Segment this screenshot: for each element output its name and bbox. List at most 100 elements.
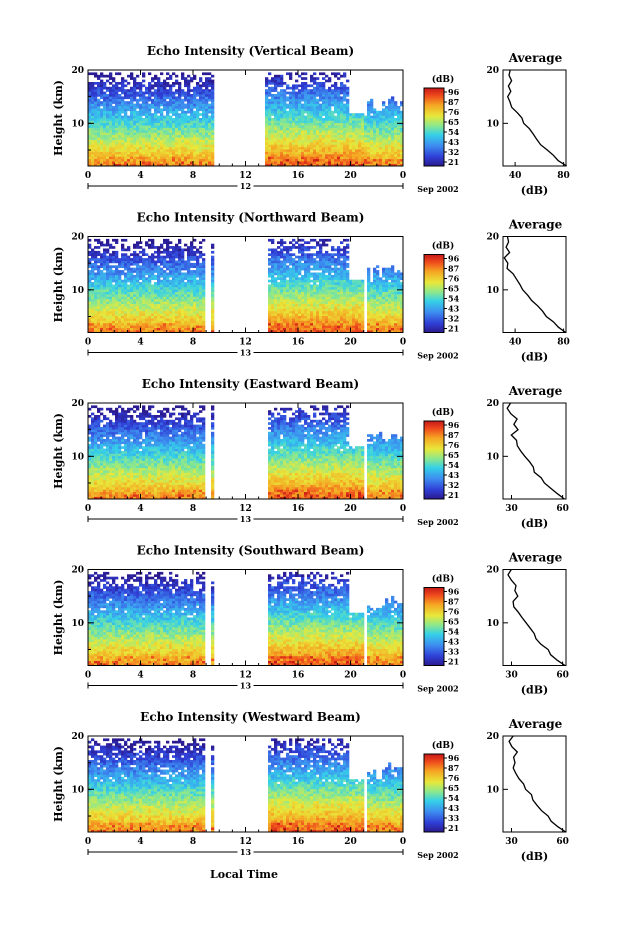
heatmap-cell xyxy=(163,261,166,264)
heatmap-cell xyxy=(301,301,304,304)
heatmap-cell xyxy=(298,280,301,283)
heatmap-cell xyxy=(91,309,94,312)
heatmap-cell xyxy=(280,289,283,292)
heatmap-cell xyxy=(358,132,361,135)
heatmap-cell xyxy=(193,147,196,150)
average-y-tick-label: 20 xyxy=(486,66,499,76)
heatmap-cell xyxy=(118,128,121,131)
heatmap-cell xyxy=(202,301,205,304)
heatmap-cell xyxy=(205,149,208,152)
heatmap-cell xyxy=(133,156,136,159)
heatmap-cell xyxy=(166,244,169,247)
heatmap-cell xyxy=(391,135,394,138)
heatmap-cell xyxy=(91,316,94,319)
heatmap-cell xyxy=(310,323,313,326)
heatmap-cell xyxy=(97,130,100,133)
heatmap-cell xyxy=(358,156,361,159)
heatmap-cell xyxy=(211,270,214,273)
heatmap-cell xyxy=(166,294,169,297)
heatmap-cell xyxy=(193,316,196,319)
heatmap-cell xyxy=(319,292,322,295)
heatmap-cell xyxy=(100,244,103,247)
heatmap-cell xyxy=(319,246,322,249)
heatmap-cell xyxy=(271,261,274,264)
heatmap-cell xyxy=(157,96,160,99)
heatmap-cell xyxy=(376,116,379,119)
heatmap-cell xyxy=(94,108,97,111)
heatmap-cell xyxy=(298,156,301,159)
heatmap-cell xyxy=(187,268,190,271)
heatmap-cell xyxy=(127,309,130,312)
heatmap-cell xyxy=(337,116,340,119)
heatmap-cell xyxy=(97,111,100,114)
heatmap-cell xyxy=(343,72,346,75)
heatmap-cell xyxy=(190,318,193,321)
heatmap-cell xyxy=(172,251,175,254)
heatmap-cell xyxy=(184,273,187,276)
heatmap-cell xyxy=(286,321,289,324)
heatmap-cell xyxy=(190,280,193,283)
heatmap-cell xyxy=(364,144,367,147)
heatmap-cell xyxy=(139,123,142,126)
heatmap-cell xyxy=(124,299,127,302)
heatmap-cell xyxy=(127,75,130,78)
heatmap-cell xyxy=(313,149,316,152)
heatmap-cell xyxy=(124,239,127,242)
heatmap-cell xyxy=(286,113,289,116)
heatmap-cell xyxy=(307,318,310,321)
heatmap-cell xyxy=(310,84,313,87)
heatmap-cell xyxy=(394,161,397,164)
heatmap-cell xyxy=(355,152,358,155)
heatmap-cell xyxy=(115,277,118,280)
heatmap-cell xyxy=(151,301,154,304)
heatmap-cell xyxy=(148,256,151,259)
heatmap-cell xyxy=(148,106,151,109)
heatmap-cell xyxy=(124,92,127,95)
heatmap-cell xyxy=(184,120,187,123)
heatmap-cell xyxy=(121,270,124,273)
heatmap-cell xyxy=(331,156,334,159)
heatmap-cell xyxy=(121,128,124,131)
heatmap-cell xyxy=(181,144,184,147)
heatmap-cell xyxy=(163,101,166,104)
heatmap-cell xyxy=(166,156,169,159)
heatmap-cell xyxy=(148,149,151,152)
heatmap-cell xyxy=(283,318,286,321)
heatmap-cell xyxy=(328,104,331,107)
heatmap-cell xyxy=(343,125,346,128)
heatmap-cell xyxy=(379,147,382,150)
heatmap-cell xyxy=(100,159,103,162)
heatmap-cell xyxy=(319,275,322,278)
heatmap-cell xyxy=(124,80,127,83)
heatmap-cell xyxy=(94,99,97,102)
heatmap-cell xyxy=(154,140,157,143)
heatmap-cell xyxy=(163,161,166,164)
heatmap-cell xyxy=(169,152,172,155)
heatmap-cell xyxy=(196,287,199,290)
heatmap-cell xyxy=(340,159,343,162)
heatmap-cell xyxy=(376,152,379,155)
heatmap-cell xyxy=(157,270,160,273)
heatmap-cell xyxy=(289,125,292,128)
heatmap-cell xyxy=(280,313,283,316)
heatmap-cell xyxy=(349,113,352,116)
heatmap-cell xyxy=(283,156,286,159)
heatmap-cell xyxy=(334,137,337,140)
heatmap-cell xyxy=(277,292,280,295)
heatmap-cell xyxy=(184,77,187,80)
heatmap-cell xyxy=(94,137,97,140)
heatmap-cell xyxy=(289,137,292,140)
heatmap-cell xyxy=(367,118,370,121)
heatmap-cell xyxy=(271,142,274,145)
heatmap-cell xyxy=(175,101,178,104)
heatmap-cell xyxy=(322,256,325,259)
heatmap-cell xyxy=(304,311,307,314)
heatmap-cell xyxy=(277,116,280,119)
heatmap-cell xyxy=(118,282,121,285)
heatmap-cell xyxy=(316,294,319,297)
heatmap-cell xyxy=(388,108,391,111)
heatmap-cell xyxy=(139,118,142,121)
heatmap-cell xyxy=(271,268,274,271)
heatmap-cell xyxy=(316,251,319,254)
heatmap-cell xyxy=(310,311,313,314)
